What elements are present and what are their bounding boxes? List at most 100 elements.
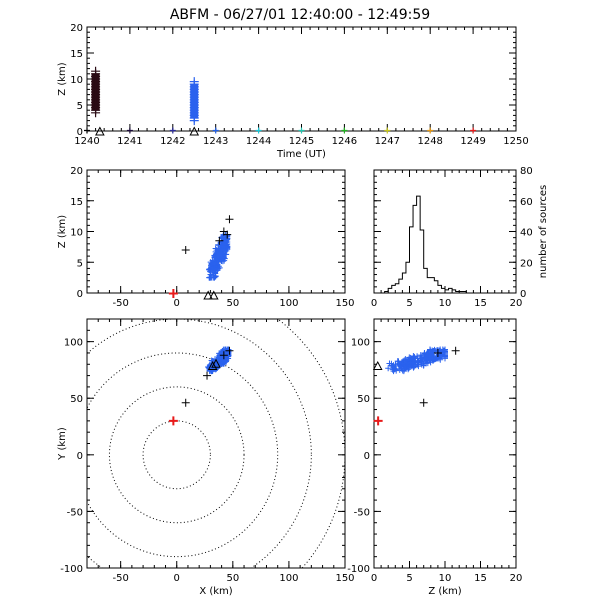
- x_z-y-tick-label: 5: [77, 258, 83, 269]
- time-height-source-marker: [189, 77, 199, 87]
- time-color-key-marker: [384, 127, 391, 134]
- z-y-source-marker: [392, 361, 399, 368]
- x-y-source-marker: [217, 357, 224, 364]
- z-y-source-marker: [421, 350, 428, 357]
- z_y-y-tick-label: 100: [351, 338, 370, 349]
- time_height-y-tick-label: 0: [77, 127, 83, 138]
- z_y-x-axis-label: Z (km): [428, 586, 461, 597]
- x_y-y-tick-label: 0: [77, 451, 83, 462]
- x-z-source-marker: [220, 239, 227, 246]
- station-triangle: [203, 290, 213, 300]
- time_height-y-tick-label: 15: [70, 49, 83, 60]
- histogram-frame: [373, 169, 517, 294]
- z-y-source-marker: [431, 356, 438, 363]
- z_y-x-tick-label: 10: [439, 573, 452, 584]
- z_y-y-tick-label: 50: [357, 394, 370, 405]
- x_z-y-tick-label: 20: [70, 166, 83, 177]
- z_y-y-tick-label: -100: [347, 564, 370, 575]
- histogram-y-axis-label: number of sources: [538, 185, 549, 278]
- z-y-source-marker: [451, 346, 460, 355]
- time_height-x-tick-label: 1241: [117, 136, 142, 147]
- x_y-x-tick-label: -50: [112, 573, 128, 584]
- z-y-source-marker: [401, 366, 408, 373]
- x-y-source-marker: [181, 398, 190, 407]
- station-triangle: [189, 126, 200, 136]
- x_y-x-axis-label: X (km): [199, 586, 232, 597]
- station-triangle: [211, 358, 221, 368]
- time-color-key-marker: [341, 127, 348, 134]
- x-z-source-marker: [219, 233, 226, 240]
- x-z-source-marker: [215, 236, 224, 245]
- x_z-x-tick-label: 0: [174, 298, 180, 309]
- x-z-source-marker: [208, 260, 215, 267]
- x-z-source-marker: [225, 215, 234, 224]
- z-y-source-marker: [390, 365, 397, 372]
- z_y-x-tick-label: 15: [474, 573, 487, 584]
- x_y-x-tick-label: 0: [174, 573, 180, 584]
- x_y-y-tick-label: 100: [64, 338, 83, 349]
- time_height-y-tick-label: 10: [70, 75, 83, 86]
- range-rings: [87, 319, 345, 568]
- histogram-y-tick-label: 60: [520, 197, 533, 208]
- x-z-source-marker: [215, 263, 222, 270]
- x-z-sources: [168, 215, 234, 300]
- panels: 1240 1241 1242 1243 1244 1245 1246 1247 1248 1249…: [57, 23, 549, 597]
- z-y-source-marker: [417, 355, 424, 362]
- x_z-y-axis-label: Z (km): [57, 215, 68, 248]
- histogram-y-tick-label: 80: [520, 166, 533, 177]
- time_height-x-tick-label: 1247: [375, 136, 400, 147]
- time_height-x-tick-label: 1248: [417, 136, 442, 147]
- histogram-x-tick-label: 10: [439, 298, 452, 309]
- z_y-y-tick-label: -50: [354, 507, 370, 518]
- x_y-frame: [86, 318, 346, 569]
- z-y-sources: [372, 346, 460, 426]
- histogram-y-tick-label: 0: [520, 289, 526, 300]
- x_y-axes: [86, 318, 346, 569]
- x_z-y-tick-label: 0: [77, 289, 83, 300]
- z-y-source-marker: [406, 364, 413, 371]
- x-z-source-marker: [215, 252, 222, 259]
- x_y-y-tick-label: -50: [67, 507, 83, 518]
- time-color-key-marker: [470, 127, 477, 134]
- z-y-source-marker: [385, 365, 392, 372]
- time_height-x-tick-label: 1244: [246, 136, 271, 147]
- x-y-source-marker: [219, 351, 228, 360]
- x-y-source-marker: [225, 346, 232, 353]
- time_height-x-axis-label: Time (UT): [276, 149, 326, 160]
- station-triangle: [95, 126, 105, 136]
- z_y-y-tick-label: 0: [364, 451, 370, 462]
- x-z-source-marker: [212, 259, 219, 266]
- x-z-source-marker: [219, 256, 226, 263]
- figure-title: ABFM - 06/27/01 12:40:00 - 12:49:59: [170, 7, 430, 23]
- histogram-x-tick-label: 15: [474, 298, 487, 309]
- time_height-axes: [86, 26, 517, 132]
- x_z-x-tick-label: 150: [335, 298, 354, 309]
- histogram-y-tick-label: 20: [520, 258, 533, 269]
- time_height-y-tick-label: 20: [70, 23, 83, 34]
- time_height-x-tick-label: 1250: [503, 136, 528, 147]
- z-y-source-marker: [398, 365, 405, 372]
- z-y-source-marker: [425, 352, 432, 359]
- range-ring: [108, 386, 245, 524]
- time_height-x-tick-label: 1245: [289, 136, 314, 147]
- x_z-y-tick-label: 10: [70, 228, 83, 239]
- time-color-key-marker: [212, 127, 219, 134]
- z-y-source-marker: [407, 359, 414, 366]
- x_y-y-tick-label: -100: [60, 564, 83, 575]
- z-y-source-marker: [410, 364, 417, 371]
- z_y-x-tick-label: 5: [406, 573, 412, 584]
- z_y-x-tick-label: 20: [510, 573, 523, 584]
- origin-marker: [373, 416, 383, 426]
- histogram-y-tick-label: 40: [520, 228, 533, 239]
- histogram-x-tick-label: 5: [406, 298, 412, 309]
- x-z-source-marker: [214, 253, 221, 260]
- x-z-source-marker: [223, 230, 232, 239]
- time-color-key-marker: [84, 127, 90, 134]
- time_height-x-tick-label: 1249: [460, 136, 485, 147]
- x-z-source-marker: [207, 271, 214, 278]
- x-z-source-marker: [208, 268, 215, 275]
- x-z-source-marker: [223, 236, 230, 243]
- range-ring: [87, 352, 279, 558]
- z-y-source-marker: [423, 359, 430, 366]
